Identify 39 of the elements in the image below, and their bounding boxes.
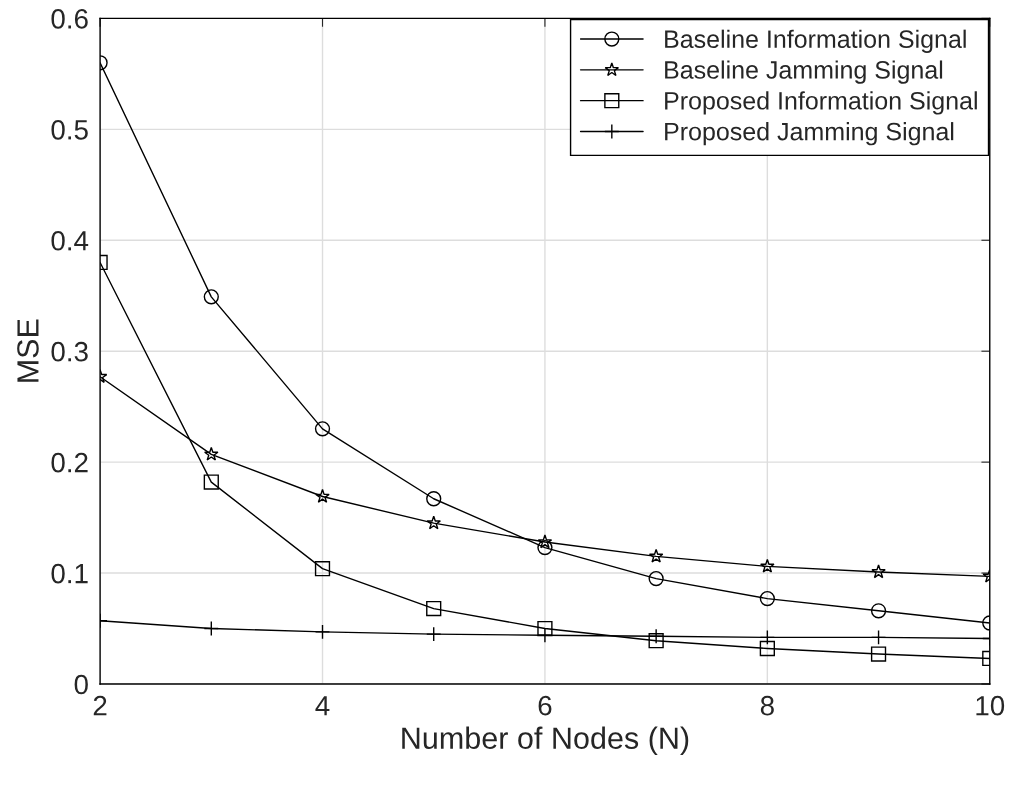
legend-label: Baseline Information Signal <box>665 29 966 53</box>
legend-label: Proposed Information Signal <box>665 91 977 115</box>
x-tick-label: 10 <box>976 695 1005 716</box>
point <box>426 515 442 530</box>
point <box>760 558 775 573</box>
point <box>203 446 219 461</box>
point <box>870 646 887 662</box>
point <box>537 620 553 637</box>
y-tick-label: 0.1 <box>51 563 88 584</box>
point <box>426 491 442 507</box>
point <box>426 600 442 617</box>
legend-label: Baseline Jamming Signal <box>665 60 943 84</box>
point <box>314 560 331 577</box>
point <box>648 633 664 649</box>
x-tick-label: 6 <box>538 695 552 716</box>
x-axis-title: Number of Nodes (N) <box>402 726 689 756</box>
y-tick-label: 0.3 <box>51 341 88 362</box>
x-tick-label: 4 <box>315 696 330 716</box>
point <box>203 474 219 490</box>
legend-label: Proposed Jamming Signal <box>665 122 954 146</box>
y-tick-label: 0 <box>74 674 88 695</box>
point <box>537 539 553 556</box>
point <box>314 421 331 437</box>
point <box>759 590 775 607</box>
x-tick-label: 8 <box>760 695 774 716</box>
point <box>870 603 887 619</box>
y-tick-label: 0.5 <box>51 120 88 140</box>
y-tick-label: 0.6 <box>51 9 88 29</box>
y-tick-label: 0.2 <box>51 452 88 473</box>
point <box>203 289 219 305</box>
y-tick-label: 0.4 <box>51 230 89 251</box>
point <box>871 564 886 579</box>
point <box>315 488 330 503</box>
y-axis-title: MSE <box>17 319 39 382</box>
point <box>537 534 553 549</box>
point <box>759 640 775 657</box>
x-tick-label: 2 <box>93 695 107 716</box>
point <box>648 570 664 587</box>
point <box>648 548 664 563</box>
